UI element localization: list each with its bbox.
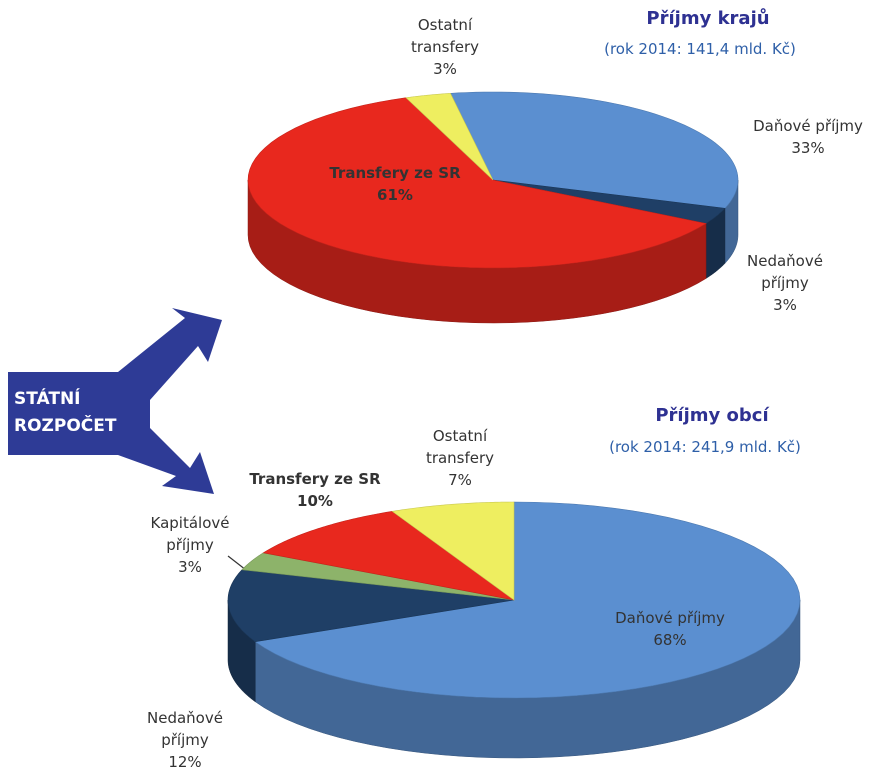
slice-label: Ostatní transfery 3%: [405, 14, 485, 80]
category-label: Ostatní transfery: [410, 16, 480, 56]
category-label: Daňové příjmy: [615, 609, 725, 627]
value-label: 7%: [448, 471, 472, 489]
value-label: 33%: [791, 139, 825, 157]
slice-label: Ostatní transfery 7%: [420, 425, 500, 491]
slice-label: Transfery ze SR 10%: [230, 468, 400, 512]
category-label: Nedaňové příjmy: [147, 709, 223, 749]
category-label: Transfery ze SR: [329, 164, 461, 182]
category-label: Ostatní transfery: [425, 427, 495, 467]
value-label: 3%: [178, 558, 202, 576]
pie-slice: [391, 501, 515, 601]
value-label: 12%: [168, 753, 202, 771]
arrow-shape: [8, 308, 222, 494]
slice-label: Nedaňové příjmy 3%: [740, 250, 830, 316]
value-label: 61%: [377, 186, 413, 204]
pie-slice: [241, 552, 515, 601]
category-label: Daňové příjmy: [753, 117, 863, 135]
category-label: Nedaňové příjmy: [747, 252, 823, 292]
category-label: Transfery ze SR: [249, 470, 381, 488]
pie-slice: [227, 569, 515, 643]
slice-label: Kapitálové příjmy 3%: [140, 512, 240, 578]
chart-title: Příjmy krajů: [646, 8, 770, 29]
value-label: 10%: [297, 492, 333, 510]
value-label: 68%: [653, 631, 687, 649]
annotation: STÁTNÍ ROZPOČET: [14, 389, 117, 436]
category-label: Kapitálové příjmy: [150, 514, 230, 554]
slice-label: Daňové příjmy 33%: [723, 115, 871, 159]
pie-slice: [405, 93, 494, 181]
pie-slice: [247, 97, 707, 269]
value-label: 3%: [433, 60, 457, 78]
value-label: 3%: [773, 296, 797, 314]
leader-line: [227, 555, 247, 571]
pie-slice: [492, 179, 726, 224]
slice-label: Nedaňové příjmy 12%: [140, 707, 230, 773]
chart-subtitle: (rok 2014: 141,4 mld. Kč): [604, 40, 796, 58]
pie-slice: [449, 91, 739, 209]
pie-slice: [262, 511, 515, 601]
chart-title: Příjmy obcí: [655, 405, 769, 426]
slice-label: Transfery ze SR 61%: [310, 162, 480, 206]
pie-slice: [254, 501, 801, 699]
chart-subtitle: (rok 2014: 241,9 mld. Kč): [609, 438, 801, 456]
slice-label: Daňové příjmy 68%: [585, 607, 755, 651]
